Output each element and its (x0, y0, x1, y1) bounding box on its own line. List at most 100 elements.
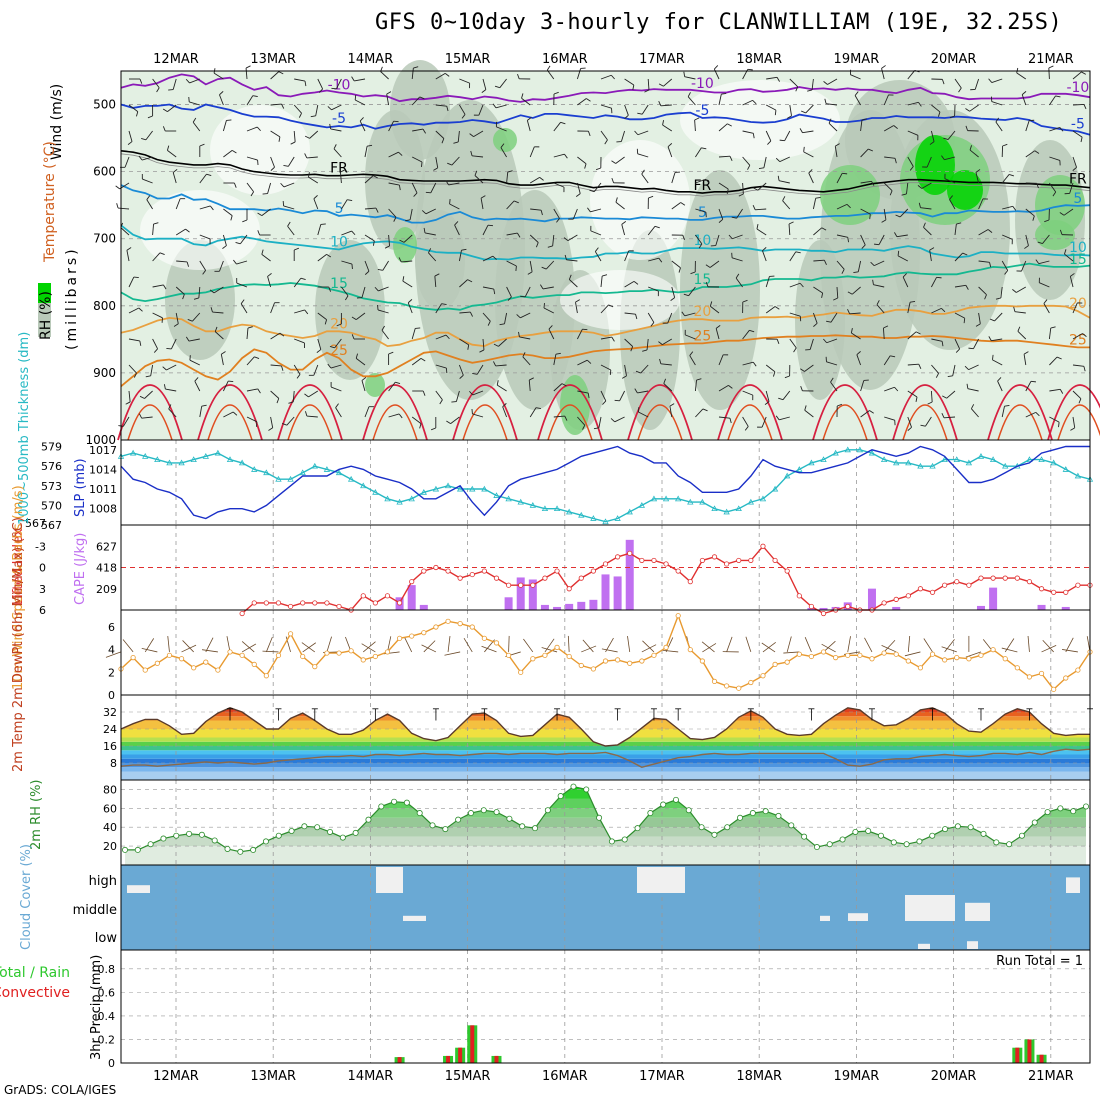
rh2m-marker (1006, 841, 1013, 848)
wind-barb (144, 390, 153, 399)
wind-barb (742, 99, 753, 106)
wind-barb (715, 328, 720, 340)
wind-barb (926, 156, 932, 168)
thickness-line-marker (953, 456, 960, 463)
wind-barb (615, 201, 625, 210)
wind-barb-flag (145, 375, 151, 378)
wind-barb (528, 380, 531, 392)
wind-barb-flag (479, 349, 485, 353)
wind-barb (199, 260, 207, 271)
wind-barb-flag (541, 266, 547, 270)
wind-barb (931, 307, 942, 314)
wind-barb (330, 128, 342, 132)
wind10m-barb (823, 640, 836, 653)
wind10m-barb (241, 641, 255, 653)
wind-barb (1000, 286, 1003, 298)
wind-barb-flag (641, 169, 645, 175)
wind10m-speed-line-marker (457, 620, 463, 627)
wind-barb (293, 104, 302, 114)
lifted-index-line-marker (942, 582, 948, 588)
wind-barb (382, 260, 389, 271)
wind-barb (765, 390, 770, 402)
wind-barb-flag (988, 78, 993, 83)
wind-barb (647, 226, 656, 236)
wind-barb-flag (793, 347, 797, 353)
wind-barb (930, 130, 935, 142)
rh2m-marker (134, 846, 141, 853)
rh2m-marker (903, 841, 910, 848)
wind-barb-flag (310, 115, 316, 118)
lifted-index-line-marker (615, 554, 621, 560)
wind-barb (689, 355, 696, 366)
wind-barb (364, 406, 370, 418)
wind-barb-flag (728, 234, 733, 240)
wind-barb-flag (252, 95, 258, 98)
wind-barb (220, 354, 224, 366)
wind10m-speed-line-marker (990, 647, 996, 653)
wind-barb-flag (582, 328, 588, 331)
wind-barb (789, 338, 797, 349)
wind-barb (146, 199, 153, 210)
thickness-tick-label: 567 (41, 519, 62, 532)
rh2m-marker (596, 814, 603, 821)
rh-shade (820, 165, 880, 225)
wind-barb (476, 364, 484, 375)
wind-barb (857, 260, 862, 272)
thickness-line-marker (190, 456, 197, 463)
wind-barb (341, 230, 352, 236)
wind-barb (317, 78, 324, 90)
wind-barb (364, 175, 374, 184)
wind-barb-flag (815, 196, 821, 199)
wind-barb (435, 156, 439, 168)
wind-barb-flag (847, 291, 853, 295)
wind-barb-flag (662, 120, 665, 126)
legend-total-rain: Total / Rain (0, 965, 70, 981)
date-label-bottom: 15MAR (445, 1069, 491, 1084)
wind-barb-flag (927, 401, 933, 405)
wind-barb (315, 104, 319, 116)
wind-barb (448, 182, 460, 186)
wind-barb (1025, 411, 1036, 418)
wind-barb (660, 363, 672, 366)
wind-barb (590, 230, 602, 236)
wind-barb (715, 234, 720, 246)
wind-barb-flag (784, 375, 790, 379)
wind-barb (902, 276, 909, 288)
lifted-index-line-marker (954, 579, 960, 585)
wind-barb-flag (153, 348, 158, 353)
wind-barb (498, 338, 507, 347)
rh-clear-patch (210, 105, 310, 195)
thickness-line-marker (456, 485, 464, 492)
wind-barb (435, 130, 445, 139)
wind-barb (811, 78, 814, 90)
wind10m-speed-line-marker (360, 657, 366, 663)
isotherm-line (120, 262, 1091, 311)
wind-barb (907, 363, 919, 366)
wind-barb (294, 338, 305, 344)
lifted-index-line-marker (530, 582, 536, 588)
wind-barb (246, 388, 258, 392)
wind-barb-flag (949, 115, 955, 119)
lifted-index-line-marker (893, 596, 899, 602)
wind-barb (718, 94, 722, 106)
wind-barb (920, 207, 932, 210)
temp-band (121, 729, 1090, 738)
wind-barb-flag (399, 239, 405, 243)
wind-barb-flag (405, 219, 411, 222)
precip-tick-label: 0.8 (98, 963, 116, 976)
wind-barb-flag (1012, 206, 1017, 211)
thickness-tick-label: 576 (41, 460, 62, 473)
lifted-index-line-marker (966, 582, 972, 588)
wind-barb-flag (800, 368, 805, 372)
thickness-line-marker (614, 515, 621, 521)
wind-barb (401, 260, 413, 263)
wind10m-speed-line-marker (312, 664, 318, 670)
ylabel-rh: RH (%) (38, 291, 54, 340)
wind-barb (624, 338, 633, 347)
wind-barb-flag (256, 126, 261, 132)
wind-barb (667, 312, 673, 324)
wind-barb (455, 390, 460, 402)
wind-barb (1069, 276, 1074, 288)
wind-barb (1048, 67, 1050, 80)
wind-barb (742, 156, 751, 166)
